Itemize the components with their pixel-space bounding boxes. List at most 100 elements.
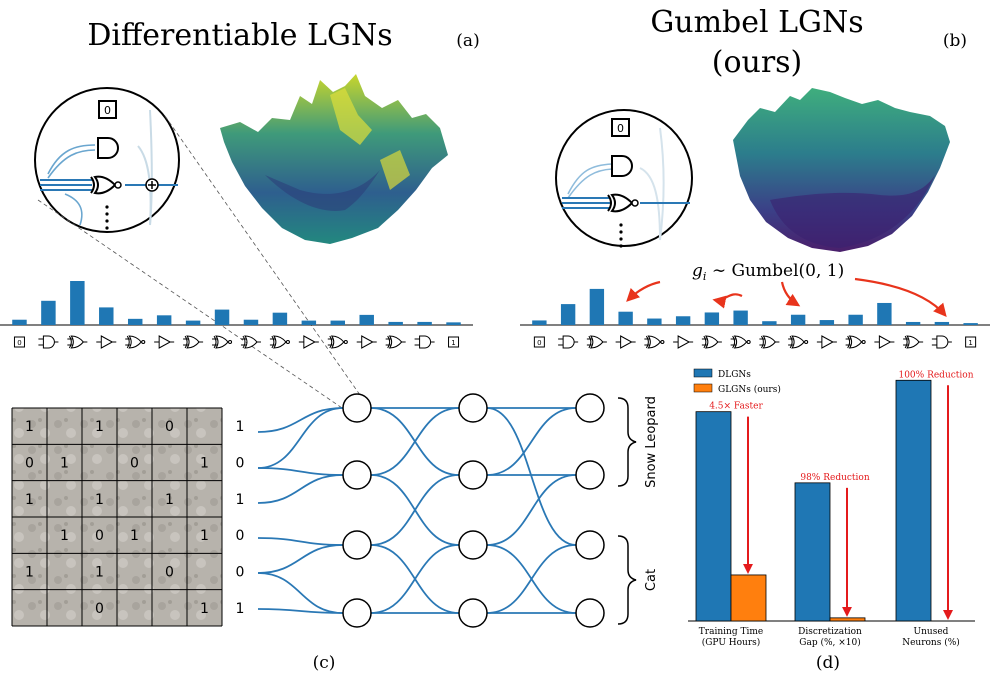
bar-chart: 4.5× Faster Training Time(GPU Hours) 98% R… — [688, 368, 975, 648]
gate-glyph-icon — [788, 335, 809, 349]
histogram-bar — [819, 320, 835, 325]
chart-legend: DLGNs GLGNs (ours) — [693, 368, 781, 395]
zoom-circle-b: 0 — [555, 109, 693, 248]
gate-glyph-icon — [96, 335, 117, 349]
gate-zero-label-b: 0 — [617, 122, 624, 135]
gate-glyph-icon — [183, 335, 204, 349]
class-label-snow-leopard: Snow Leopard — [644, 396, 659, 488]
bar-annotation: 4.5× Faster — [709, 402, 763, 412]
grid-cell: 1 — [200, 456, 209, 472]
grid-output: 0 — [236, 565, 245, 581]
gate-glyph-icon — [558, 335, 579, 349]
gate-glyph-icon — [212, 335, 233, 349]
grid-cell: 1 — [60, 456, 69, 472]
grid-cell: 1 — [130, 528, 139, 544]
gumbel-formula: gi ∼ Gumbel(0, 1) — [692, 261, 844, 283]
network-connection — [257, 474, 344, 504]
network-connection — [370, 407, 460, 476]
gate-node — [575, 530, 605, 560]
histogram-bar — [185, 320, 201, 325]
gate-glyph-icon — [327, 335, 348, 349]
bar-dlgn — [794, 482, 831, 622]
gate-glyph-icon — [414, 335, 435, 349]
grid-cell: 1 — [200, 601, 209, 617]
gate-box-label: 1 — [451, 339, 455, 347]
histogram-bar — [877, 302, 892, 325]
histogram-bar — [388, 321, 403, 325]
histogram-bar — [330, 320, 346, 325]
histogram-bar — [618, 311, 633, 325]
grid-output: 1 — [236, 601, 245, 617]
grid-cell: 0 — [25, 456, 34, 472]
brace-snow-leopard — [617, 397, 637, 487]
swap-arrows — [626, 277, 947, 318]
gate-glyph-icon — [816, 335, 837, 349]
panel-b-title-line1: Gumbel LGNs — [650, 5, 863, 40]
bar-glgn — [730, 574, 767, 622]
category-label: Discretization — [798, 627, 862, 637]
gate-glyph-icon — [269, 335, 290, 349]
category-label: (GPU Hours) — [702, 637, 761, 648]
gate-node — [575, 393, 605, 423]
panel-d-letter: (d) — [816, 653, 840, 673]
grid-cell: 1 — [25, 419, 34, 435]
logic-gate-network — [257, 393, 605, 628]
zoom-line-1 — [164, 115, 361, 396]
panel-b-letter: (b) — [943, 31, 967, 51]
network-connection — [370, 474, 460, 546]
gate-glyph-icon — [903, 335, 924, 349]
histogram-bar — [359, 314, 374, 325]
loss-surface-a — [220, 74, 448, 244]
grid-cell: 1 — [95, 492, 104, 508]
gate-glyph-icon: 0 — [13, 336, 25, 348]
panel-a-title: Differentiable LGNs — [87, 18, 392, 53]
histogram-bar — [41, 300, 56, 325]
network-connection — [257, 407, 344, 433]
histogram-bar — [446, 322, 461, 325]
legend-label: GLGNs (ours) — [718, 384, 781, 395]
category-label: Neurons (%) — [902, 637, 960, 648]
network-connection — [257, 608, 344, 614]
histogram-bar — [301, 320, 317, 325]
gate-glyph-icon — [154, 335, 175, 349]
grid-cell: 1 — [200, 528, 209, 544]
gate-zero-label-a: 0 — [104, 104, 111, 117]
network-connection — [257, 467, 344, 476]
category-label: Training Time — [699, 627, 763, 637]
bar-annotation: 98% Reduction — [800, 473, 869, 483]
bar-glgn — [829, 617, 866, 622]
legend-label: DLGNs — [718, 370, 751, 380]
grid-cell: 1 — [95, 419, 104, 435]
bar-annotation: 100% Reduction — [898, 370, 973, 380]
histogram-bar — [156, 315, 172, 325]
grid-cell: 1 — [165, 492, 174, 508]
gate-glyph-icon — [874, 335, 895, 349]
grid-cell: 1 — [25, 565, 34, 581]
histogram-bar — [905, 321, 921, 325]
histogram-bar — [589, 288, 605, 325]
gate-glyph-icon — [298, 335, 319, 349]
gate-glyph-icon — [931, 335, 952, 349]
network-connection — [257, 537, 344, 546]
gate-box-label: 0 — [17, 339, 21, 347]
histogram-bar — [243, 319, 259, 325]
network-connection — [257, 572, 344, 614]
grid-cell: 1 — [25, 492, 34, 508]
gate-node — [342, 530, 372, 560]
gate-glyph-icon — [701, 335, 722, 349]
gate-glyph-icon — [615, 335, 636, 349]
zoom-line-2 — [37, 199, 346, 411]
gate-glyph-icon: 1 — [965, 336, 977, 348]
histogram-bar — [647, 318, 662, 325]
bar-dlgn — [895, 379, 932, 622]
gate-node — [458, 460, 488, 490]
grid-cell: 0 — [130, 456, 139, 472]
gate-node — [342, 393, 372, 423]
histogram-bar — [417, 321, 432, 325]
gate-glyph-icon — [356, 335, 377, 349]
class-label-cat: Cat — [644, 569, 659, 591]
histogram-bar — [560, 304, 576, 325]
